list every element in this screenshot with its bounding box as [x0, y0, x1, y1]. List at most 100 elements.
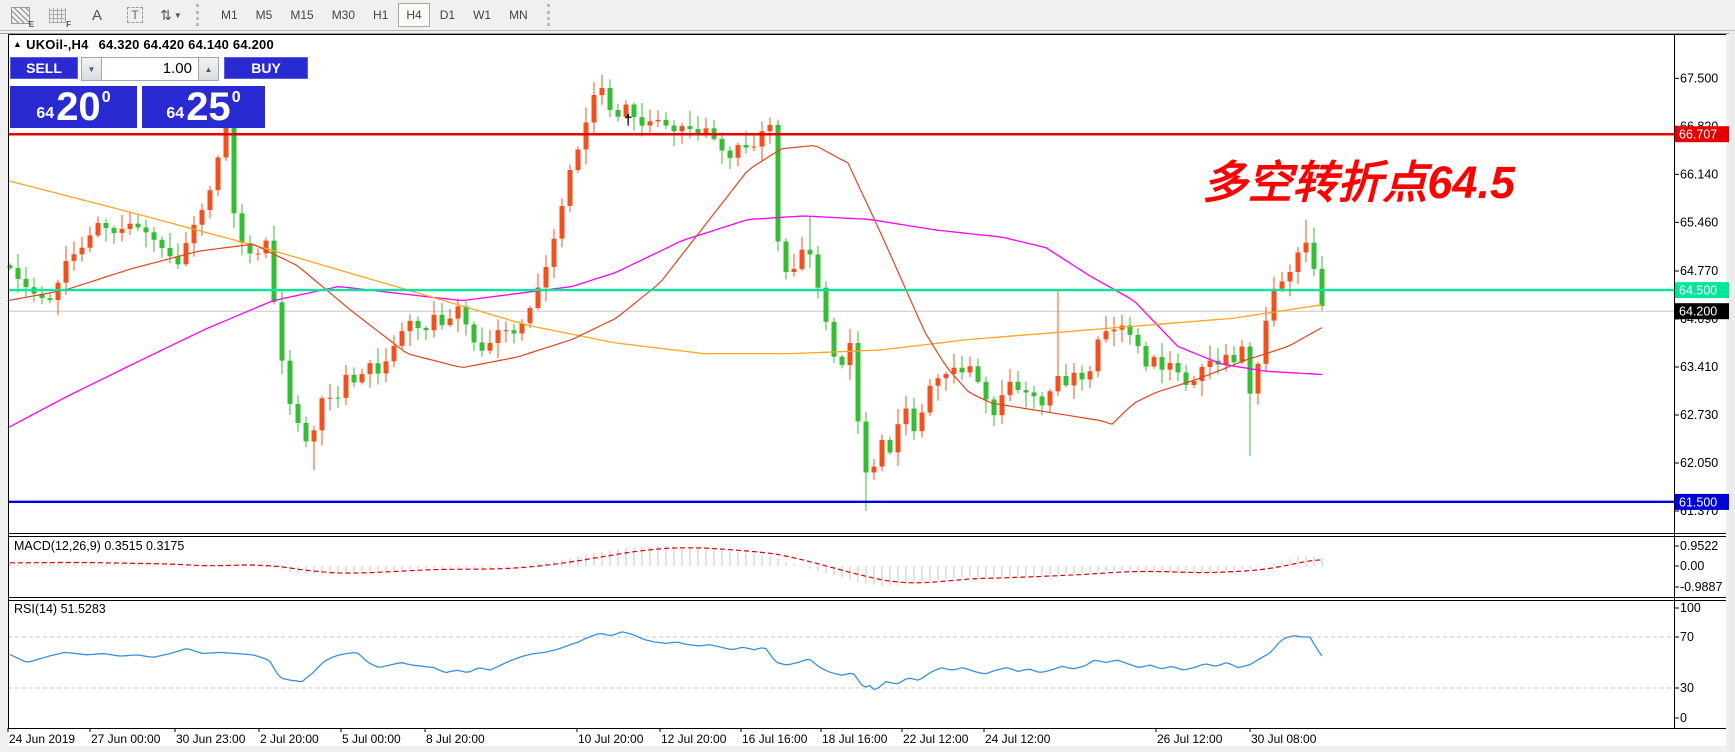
candle-body [479, 342, 485, 351]
time-tick-label: 12 Jul 20:00 [661, 732, 727, 746]
text-box-icon[interactable]: T [122, 3, 148, 27]
candle-body [71, 254, 77, 261]
candle-body [303, 423, 309, 442]
candle-body [319, 398, 325, 431]
timeframe-button-D1[interactable]: D1 [439, 8, 456, 22]
price-tick-label: 65.460 [1680, 215, 1718, 229]
time-tick-label: 30 Jun 23:00 [176, 732, 246, 746]
candle-body [23, 278, 29, 288]
candle-body [191, 224, 197, 244]
candle-body [383, 361, 389, 374]
candle-body [327, 397, 333, 399]
timeframe-button-W1[interactable]: W1 [473, 8, 492, 22]
candle-body [1191, 381, 1197, 385]
volume-decrease-button[interactable]: ▼ [81, 57, 102, 81]
candle-body [439, 314, 445, 326]
candle-body [279, 302, 285, 361]
candle-body [967, 366, 973, 373]
candle-body [1263, 320, 1269, 364]
candle-body [503, 330, 509, 332]
candle-body [1287, 272, 1293, 282]
candle-body [1175, 363, 1181, 373]
macd-signal-line [10, 547, 1323, 584]
candle-body [495, 330, 501, 343]
volume-input[interactable]: 1.00 [102, 57, 198, 81]
candle-body [903, 408, 909, 425]
candle-body [719, 138, 725, 151]
grid-glyph [48, 7, 66, 23]
candle-body [1055, 376, 1061, 392]
toolbar-separator [196, 4, 206, 26]
grid-template-icon[interactable]: F [44, 3, 71, 29]
indicator-tick-label: 0 [1680, 711, 1687, 725]
candle-body [775, 124, 781, 242]
timeframe-button-MN[interactable]: MN [509, 8, 528, 22]
candle-body [1223, 354, 1229, 365]
candle-body [623, 104, 629, 117]
price-tag-label: 61.500 [1679, 495, 1717, 509]
price-tag-bg [1675, 493, 1729, 510]
candle-body [247, 243, 253, 254]
candle-body [255, 253, 261, 255]
bid-price-point: 0 [101, 89, 111, 106]
chart-title: ▲ UKOil-,H4 64.320 64.420 64.140 64.200 [13, 37, 274, 52]
indicator-tick-label: 0.00 [1680, 559, 1704, 573]
time-axis[interactable]: 24 Jun 2019 27 Jun 00:00 30 Jun 23:00 2 Jul… [7, 728, 1317, 746]
candle-body [679, 126, 685, 132]
candle-body [1103, 331, 1109, 340]
candle-body [735, 145, 741, 158]
candle-body [1015, 381, 1021, 390]
candle-body [895, 424, 901, 453]
right-scroll-strip[interactable] [1729, 30, 1735, 752]
text-label-icon[interactable]: A [91, 6, 102, 24]
candle-body [655, 119, 661, 122]
candle-body [1111, 329, 1117, 332]
arrange-arrows-icon[interactable]: ⇅ ▼ [160, 6, 182, 23]
candle-body [871, 466, 877, 473]
timeframe-button-M5[interactable]: M5 [255, 8, 273, 22]
candle-body [759, 131, 765, 147]
timeframe-button-H4[interactable]: H4 [398, 3, 430, 27]
candle-body [167, 248, 173, 257]
candle-body [15, 268, 21, 279]
candle-body [1135, 334, 1141, 347]
candle-body [375, 363, 381, 374]
candle-body [239, 213, 245, 243]
candle-body [1207, 360, 1213, 367]
candle-body [767, 124, 773, 132]
candle-body [1143, 346, 1149, 367]
candle-body [527, 308, 533, 324]
time-tick-label: 8 Jul 20:00 [426, 732, 485, 746]
candle-body [423, 327, 429, 331]
candle-body [335, 397, 341, 399]
candle-body [1023, 390, 1029, 393]
candle-body [79, 247, 85, 255]
candle-body [951, 367, 957, 374]
symbol-name: UKOil-,H4 [26, 37, 89, 52]
candle-body [1151, 357, 1157, 367]
timeframe-button-M15[interactable]: M15 [290, 8, 314, 22]
candle-body [551, 238, 557, 267]
candle-body [175, 256, 181, 265]
candle-body [943, 374, 949, 379]
candle-body [367, 363, 373, 375]
indicator-pattern-icon[interactable]: E [7, 3, 34, 29]
price-tick-label: 66.140 [1680, 167, 1718, 181]
candle-body [215, 157, 221, 191]
timeframe-button-M30[interactable]: M30 [331, 8, 356, 22]
timeframe-button-H1[interactable]: H1 [373, 8, 389, 22]
timeframe-button-M1[interactable]: M1 [221, 8, 238, 22]
bid-price-button[interactable]: 64 20 0 [10, 86, 137, 128]
ask-price-button[interactable]: 64 25 0 [142, 86, 265, 128]
volume-increase-button[interactable]: ▲ [198, 57, 219, 81]
candle-body [159, 239, 165, 249]
macd-values: 0.3515 0.3175 [104, 539, 185, 553]
buy-button[interactable]: BUY [224, 57, 308, 79]
candle-body [1095, 339, 1101, 372]
icon-subscript: F [66, 20, 71, 29]
candle-body [863, 421, 869, 473]
sell-button[interactable]: SELL [10, 57, 78, 79]
bid-price-pips: 20 [56, 85, 101, 129]
